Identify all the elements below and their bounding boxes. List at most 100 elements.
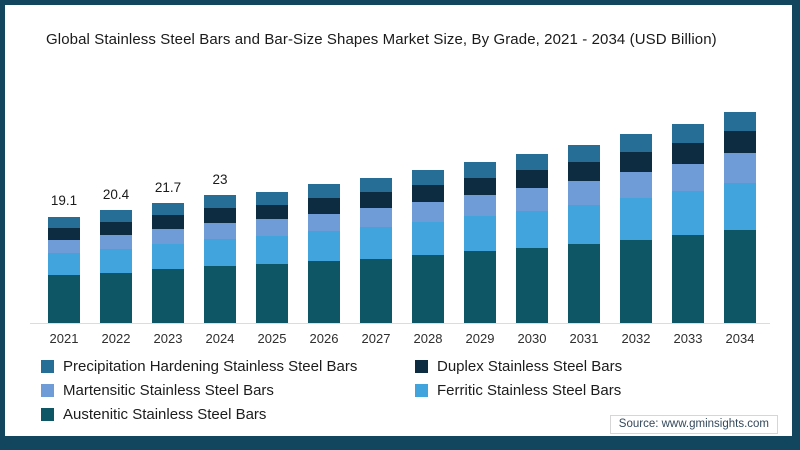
duplex-segment: [100, 222, 132, 235]
ferritic-segment: [204, 238, 236, 266]
ferritic-segment: [724, 182, 756, 231]
x-axis-label-2032: 2032: [621, 331, 651, 346]
austenitic-segment: [204, 265, 236, 323]
x-axis-label-2024: 2024: [205, 331, 235, 346]
ferritic-segment: [412, 222, 444, 256]
duplex-segment: [412, 185, 444, 203]
austenitic-segment: [464, 251, 496, 323]
duplex-segment: [256, 204, 288, 220]
martensitic-segment: [516, 188, 548, 211]
stacked-bar-2022: [100, 209, 132, 323]
martensitic-segment: [204, 222, 236, 239]
value-label-2021: 19.1: [50, 193, 78, 209]
precipitation-hardening-segment: [100, 209, 132, 223]
legend-swatch-icon: [415, 359, 428, 373]
precipitation-hardening-segment: [360, 177, 392, 193]
austenitic-segment: [724, 230, 756, 323]
precipitation-hardening-segment: [204, 194, 236, 209]
martensitic-segment: [568, 180, 600, 205]
martensitic-segment: [672, 163, 704, 191]
austenitic-segment: [516, 248, 548, 323]
stacked-bar-2031: [568, 144, 600, 323]
austenitic-segment: [672, 235, 704, 323]
legend-swatch-icon: [41, 359, 54, 373]
austenitic-segment: [568, 244, 600, 323]
austenitic-segment: [256, 264, 288, 323]
martensitic-segment: [360, 208, 392, 227]
martensitic-segment: [464, 195, 496, 217]
ferritic-segment: [568, 204, 600, 245]
duplex-segment: [308, 198, 340, 214]
legend-item: Austenitic Stainless Steel Bars: [41, 402, 357, 426]
legend-label: Precipitation Hardening Stainless Steel …: [63, 357, 358, 375]
ferritic-segment: [672, 190, 704, 236]
ferritic-segment: [48, 253, 80, 276]
stacked-bar-2027: [360, 177, 392, 323]
x-axis-label-2026: 2026: [309, 331, 339, 346]
legend-label: Duplex Stainless Steel Bars: [437, 357, 623, 375]
precipitation-hardening-segment: [464, 162, 496, 178]
ferritic-segment: [516, 210, 548, 249]
plot-area: 2021 19.1 2022 20.4 2023 21.7 2024 23 2025 2026 20…: [5, 5, 792, 436]
duplex-segment: [360, 192, 392, 209]
martensitic-segment: [256, 219, 288, 236]
legend-label: Martensitic Stainless Steel Bars: [63, 381, 274, 399]
stacked-bar-2025: [256, 191, 288, 323]
chart-title: Global Stainless Steel Bars and Bar-Size…: [46, 31, 717, 48]
legend: Precipitation Hardening Stainless Steel …: [41, 354, 781, 430]
legend-swatch-icon: [41, 383, 54, 397]
stacked-bar-2030: [516, 153, 548, 323]
stacked-bar-2034: [724, 112, 756, 323]
duplex-segment: [516, 169, 548, 189]
ferritic-segment: [256, 235, 288, 265]
precipitation-hardening-segment: [48, 216, 80, 229]
martensitic-segment: [620, 172, 652, 198]
x-axis-label-2030: 2030: [517, 331, 547, 346]
martensitic-segment: [724, 153, 756, 183]
legend-column-0: Precipitation Hardening Stainless Steel …: [41, 354, 357, 426]
duplex-segment: [204, 208, 236, 223]
x-axis-label-2027: 2027: [361, 331, 391, 346]
austenitic-segment: [48, 275, 80, 323]
legend-swatch-icon: [415, 383, 428, 397]
ferritic-segment: [620, 197, 652, 240]
legend-swatch-icon: [41, 407, 54, 421]
martensitic-segment: [48, 240, 80, 254]
duplex-segment: [152, 215, 184, 229]
precipitation-hardening-segment: [412, 170, 444, 186]
ferritic-segment: [152, 243, 184, 270]
duplex-segment: [568, 161, 600, 181]
legend-label: Austenitic Stainless Steel Bars: [63, 405, 267, 423]
value-label-2022: 20.4: [102, 186, 130, 202]
stacked-bar-2029: [464, 162, 496, 323]
x-axis-label-2034: 2034: [725, 331, 755, 346]
duplex-segment: [724, 131, 756, 154]
precipitation-hardening-segment: [724, 112, 756, 132]
x-axis-label-2029: 2029: [465, 331, 495, 346]
stacked-bar-2023: [152, 202, 184, 323]
duplex-segment: [672, 142, 704, 164]
precipitation-hardening-segment: [256, 191, 288, 205]
austenitic-segment: [100, 272, 132, 323]
martensitic-segment: [412, 202, 444, 222]
x-axis-label-2025: 2025: [257, 331, 287, 346]
precipitation-hardening-segment: [672, 124, 704, 143]
ferritic-segment: [360, 227, 392, 259]
value-label-2023: 21.7: [154, 179, 182, 195]
austenitic-segment: [360, 258, 392, 323]
duplex-segment: [620, 152, 652, 173]
martensitic-segment: [100, 234, 132, 249]
source-attribution: Source: www.gminsights.com: [609, 415, 778, 434]
x-axis-label-2028: 2028: [413, 331, 443, 346]
x-axis-line: [30, 323, 770, 324]
ferritic-segment: [464, 216, 496, 252]
legend-label: Ferritic Stainless Steel Bars: [437, 381, 622, 399]
martensitic-segment: [152, 228, 184, 244]
stacked-bar-2032: [620, 134, 652, 323]
x-axis-label-2033: 2033: [673, 331, 703, 346]
precipitation-hardening-segment: [308, 184, 340, 199]
ferritic-segment: [100, 248, 132, 273]
precipitation-hardening-segment: [516, 153, 548, 170]
stacked-bar-2024: [204, 194, 236, 323]
